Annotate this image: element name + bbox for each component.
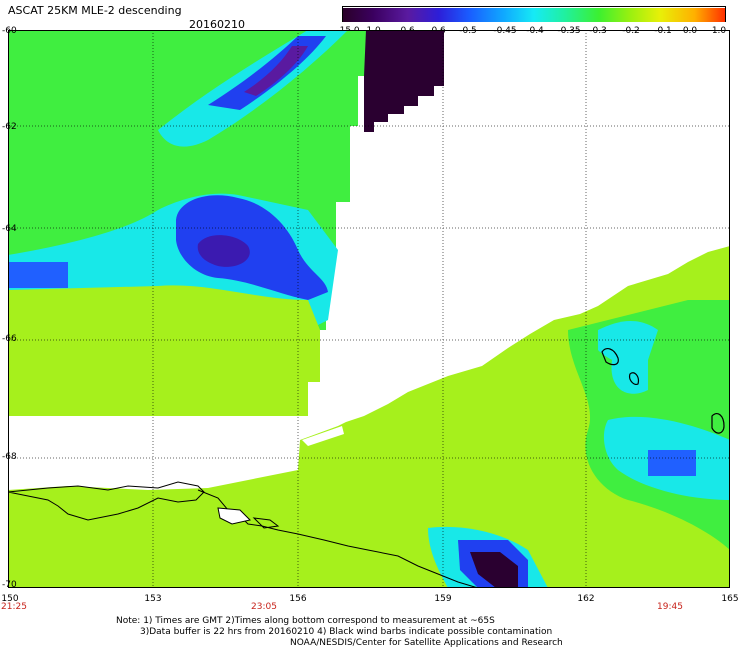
lat-label: -66 (2, 334, 17, 344)
wind-map (8, 30, 730, 588)
lon-label: 162 (577, 594, 595, 604)
lon-label: 165 (721, 594, 739, 604)
lon-label: 159 (434, 594, 452, 604)
lon-label: 153 (144, 594, 162, 604)
blue-blob (176, 195, 328, 300)
map-title: ASCAT 25KM MLE-2 descending (8, 4, 182, 17)
lat-label: -68 (2, 452, 17, 462)
colorbar (342, 6, 726, 22)
time-label: 19:45 (657, 602, 683, 612)
lon-label: 156 (289, 594, 307, 604)
swath-right (8, 246, 730, 588)
lat-label: -60 (2, 26, 17, 36)
purple-wedge (364, 30, 444, 132)
lat-label: -70 (2, 580, 17, 590)
time-label: 21:25 (1, 602, 27, 612)
note-line-3: NOAA/NESDIS/Center for Satellite Applica… (290, 638, 563, 648)
colorbar-gradient (343, 8, 725, 22)
lat-label: -64 (2, 224, 17, 234)
grid (8, 30, 730, 588)
time-label: 23:05 (251, 602, 277, 612)
map-date: 20160210 (189, 18, 245, 31)
note-line-2: 3)Data buffer is 22 hrs from 20160210 4)… (140, 627, 553, 637)
note-line-1: Note: 1) Times are GMT 2)Times along bot… (116, 616, 495, 626)
lon-label: 150 (1, 594, 19, 604)
lat-label: -62 (2, 122, 17, 132)
